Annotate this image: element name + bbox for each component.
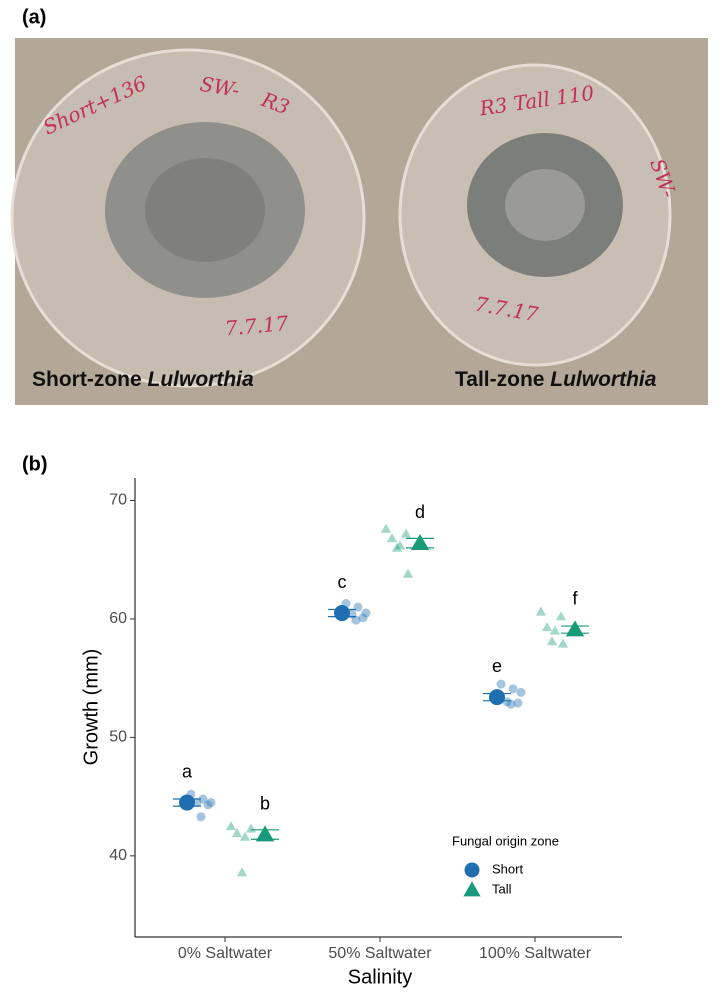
raw-point xyxy=(555,611,567,621)
legend-label: Short xyxy=(492,861,523,876)
mean-point xyxy=(255,825,275,842)
raw-point xyxy=(513,698,523,708)
raw-point xyxy=(535,606,547,616)
raw-point xyxy=(353,602,363,612)
x-tick-label: 50% Saltwater xyxy=(328,945,432,962)
legend-label: Tall xyxy=(492,881,512,896)
raw-point xyxy=(358,613,368,623)
raw-point xyxy=(402,568,414,578)
mean-point xyxy=(565,620,585,637)
caption: Short-zone Lulworthia xyxy=(32,368,254,391)
significance-letter: c xyxy=(338,572,347,592)
y-tick-label: 70 xyxy=(109,492,127,509)
raw-point xyxy=(557,638,569,648)
mean-point xyxy=(334,605,350,622)
raw-point xyxy=(192,798,202,808)
colony-center xyxy=(505,169,585,241)
raw-point xyxy=(245,823,257,833)
raw-point xyxy=(506,699,516,709)
y-axis-title: Growth (mm) xyxy=(80,649,102,766)
panel-label: (b) xyxy=(22,453,48,475)
legend-marker xyxy=(464,862,480,878)
legend-marker xyxy=(463,881,481,897)
x-axis-title: Salinity xyxy=(348,966,412,988)
significance-letter: e xyxy=(492,656,502,676)
caption-prefix: Tall-zone xyxy=(455,368,550,391)
raw-point xyxy=(203,800,213,810)
panel-label: (a) xyxy=(22,6,46,28)
x-tick-label: 100% Saltwater xyxy=(479,945,592,962)
photo: Short+136 SW- R3 7.7.17 R3 Tall 110 SW- … xyxy=(10,38,708,405)
raw-point xyxy=(380,523,392,533)
raw-point xyxy=(549,625,561,635)
mean-point xyxy=(410,533,430,550)
raw-point xyxy=(386,533,398,543)
raw-point xyxy=(231,828,243,838)
raw-point xyxy=(516,687,526,697)
caption-prefix: Short-zone xyxy=(32,368,148,391)
raw-point xyxy=(196,812,206,822)
raw-point xyxy=(508,684,518,694)
y-tick-label: 50 xyxy=(109,729,127,746)
y-tick-label: 40 xyxy=(109,847,127,864)
mean-point xyxy=(179,794,195,811)
caption-genus: Lulworthia xyxy=(148,368,254,391)
mean-point xyxy=(489,689,505,706)
raw-point xyxy=(225,821,237,831)
y-tick-label: 60 xyxy=(109,610,127,627)
significance-letter: f xyxy=(572,588,578,608)
significance-letter: d xyxy=(415,502,425,522)
raw-point xyxy=(496,679,506,689)
raw-point xyxy=(236,867,248,877)
colony-center xyxy=(145,158,265,262)
raw-point xyxy=(400,528,412,538)
handwriting: 7.7.17 xyxy=(224,311,290,340)
raw-point xyxy=(394,540,406,550)
legend-title: Fungal origin zone xyxy=(452,833,559,848)
caption: Tall-zone Lulworthia xyxy=(455,368,657,391)
raw-point xyxy=(239,831,251,841)
raw-point xyxy=(541,622,553,632)
caption-genus: Lulworthia xyxy=(550,368,656,391)
x-tick-label: 0% Saltwater xyxy=(178,945,273,962)
raw-point xyxy=(361,608,371,618)
raw-point xyxy=(391,542,403,552)
significance-letter: b xyxy=(260,793,270,813)
raw-point xyxy=(206,798,216,808)
raw-point xyxy=(198,794,208,804)
significance-letter: a xyxy=(182,761,193,781)
raw-point xyxy=(502,697,512,707)
raw-point xyxy=(546,636,558,646)
raw-point xyxy=(351,615,361,625)
